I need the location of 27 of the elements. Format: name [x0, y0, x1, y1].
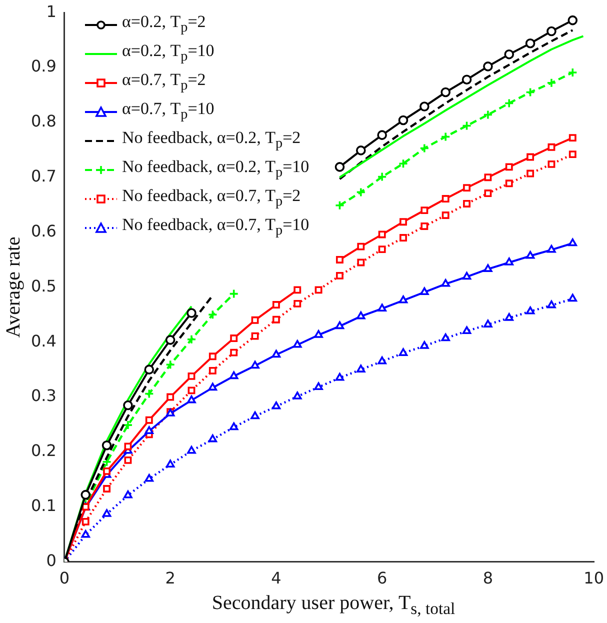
y-tick-label: 0.8 [30, 112, 56, 131]
y-tick-label: 0.9 [30, 56, 56, 76]
y-tick-label: 0.1 [30, 496, 56, 516]
legend-label: No feedback, α=0.2, T$_{p}$=10 [122, 157, 310, 182]
x-tick-label: 4 [271, 568, 282, 588]
y-tick-label: 1 [46, 2, 56, 21]
legend-label: α=0.7, T$_{p}$=10 [122, 99, 214, 124]
x-tick-label: 6 [376, 568, 388, 588]
legend-label: No feedback, α=0.7, T$_{p}$=10 [122, 215, 310, 240]
legend-label: α=0.7, T$_{p}$=2 [122, 70, 206, 95]
y-tick-label: 0.6 [30, 221, 56, 240]
y-tick-label: 0.4 [30, 331, 56, 350]
x-axis-title: Secondary user power, T$_{s, total}$ [210, 592, 456, 619]
y-tick-label: 0 [46, 550, 56, 570]
y-tick-label: 0.3 [30, 386, 56, 406]
y-axis-title: Average rate [2, 236, 24, 338]
x-tick-label: 8 [482, 568, 494, 588]
legend-label: No feedback, α=0.7, T$_{p}$=2 [122, 186, 301, 211]
y-tick-label: 0.5 [30, 276, 56, 296]
y-tick-label: 0.7 [30, 166, 56, 186]
legend-label: α=0.2, T$_{p}$=2 [122, 12, 206, 37]
x-tick-label: 10 [584, 568, 604, 588]
legend-label: No feedback, α=0.2, T$_{p}$=2 [122, 128, 301, 153]
x-tick-label: 2 [165, 568, 176, 588]
y-tick-label: 0.2 [30, 441, 56, 460]
legend-label: α=0.2, T$_{p}$=10 [122, 41, 214, 66]
x-tick-label: 0 [59, 568, 70, 588]
